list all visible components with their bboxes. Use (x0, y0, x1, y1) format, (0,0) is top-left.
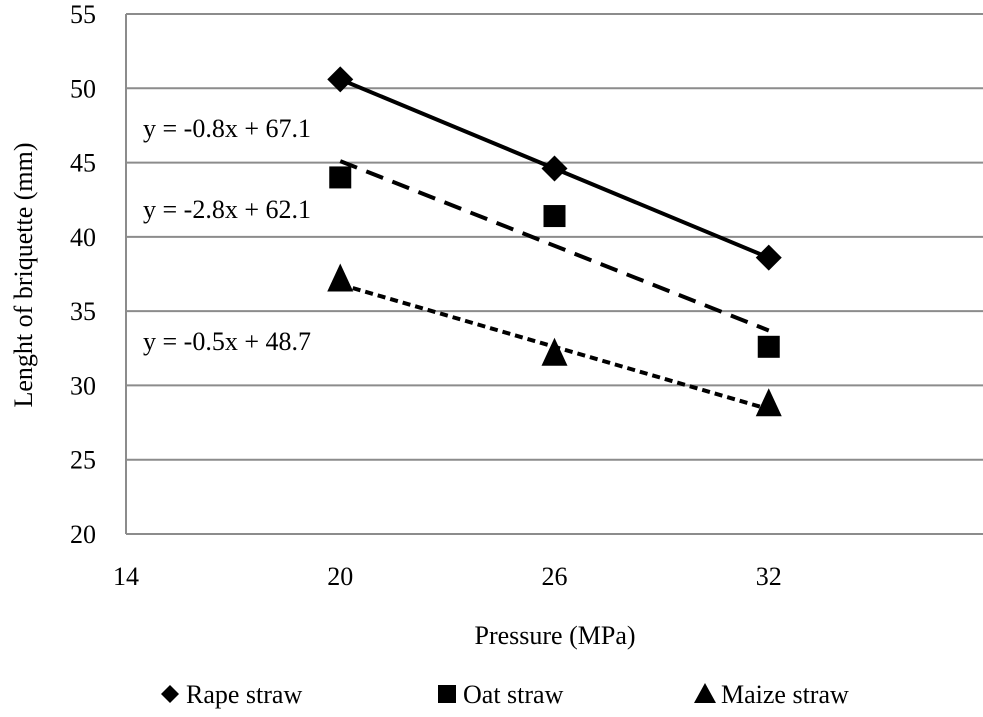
y-tick-label-45: 45 (70, 149, 96, 178)
equation-maize-straw: y = -0.5x + 48.7 (143, 327, 311, 356)
marker-oat-straw-20 (329, 166, 352, 189)
trendline-equations: y = -0.8x + 67.1 y = -2.8x + 62.1 y = -0.5… (143, 114, 311, 356)
marker-maize-straw-20 (327, 263, 354, 292)
marker-rape-straw-26 (541, 155, 568, 182)
data-markers (327, 66, 782, 417)
x-tick-label-26: 26 (542, 562, 568, 591)
legend: Rape straw Oat straw Maize straw (161, 680, 849, 709)
x-tick-labels: 14 20 26 32 (113, 562, 782, 591)
marker-oat-straw-32 (757, 335, 780, 358)
x-tick-label-14: 14 (113, 562, 139, 591)
grid-lines (126, 13, 983, 461)
x-tick-label-20: 20 (327, 562, 353, 591)
y-tick-label-55: 55 (70, 0, 96, 29)
axes (125, 14, 983, 535)
marker-maize-straw-26 (541, 337, 568, 366)
x-axis-label: Pressure (MPa) (474, 621, 635, 650)
legend-label-rape-straw: Rape straw (186, 680, 302, 709)
legend-label-oat-straw: Oat straw (463, 680, 564, 709)
y-tick-label-25: 25 (70, 446, 96, 475)
legend-marker-rape-straw (161, 685, 179, 703)
marker-oat-straw-26 (543, 205, 566, 228)
marker-rape-straw-20 (327, 66, 354, 93)
equation-rape-straw: y = -0.8x + 67.1 (143, 114, 311, 143)
x-tick-label-32: 32 (756, 562, 782, 591)
trendline-oat-straw (339, 159, 770, 333)
legend-marker-maize-straw (694, 683, 716, 703)
legend-label-maize-straw: Maize straw (721, 680, 849, 709)
y-tick-label-20: 20 (70, 520, 96, 549)
y-tick-label-50: 50 (70, 74, 96, 103)
y-axis-label: Lenght of briquette (mm) (9, 143, 38, 408)
equation-oat-straw: y = -2.8x + 62.1 (143, 195, 311, 224)
y-tick-label-35: 35 (70, 297, 96, 326)
y-tick-label-30: 30 (70, 371, 96, 400)
legend-marker-oat-straw (438, 685, 456, 703)
y-tick-labels: 20 25 30 35 40 45 50 55 (70, 0, 96, 549)
y-tick-label-40: 40 (70, 223, 96, 252)
marker-maize-straw-32 (755, 388, 782, 417)
marker-rape-straw-32 (755, 244, 782, 271)
